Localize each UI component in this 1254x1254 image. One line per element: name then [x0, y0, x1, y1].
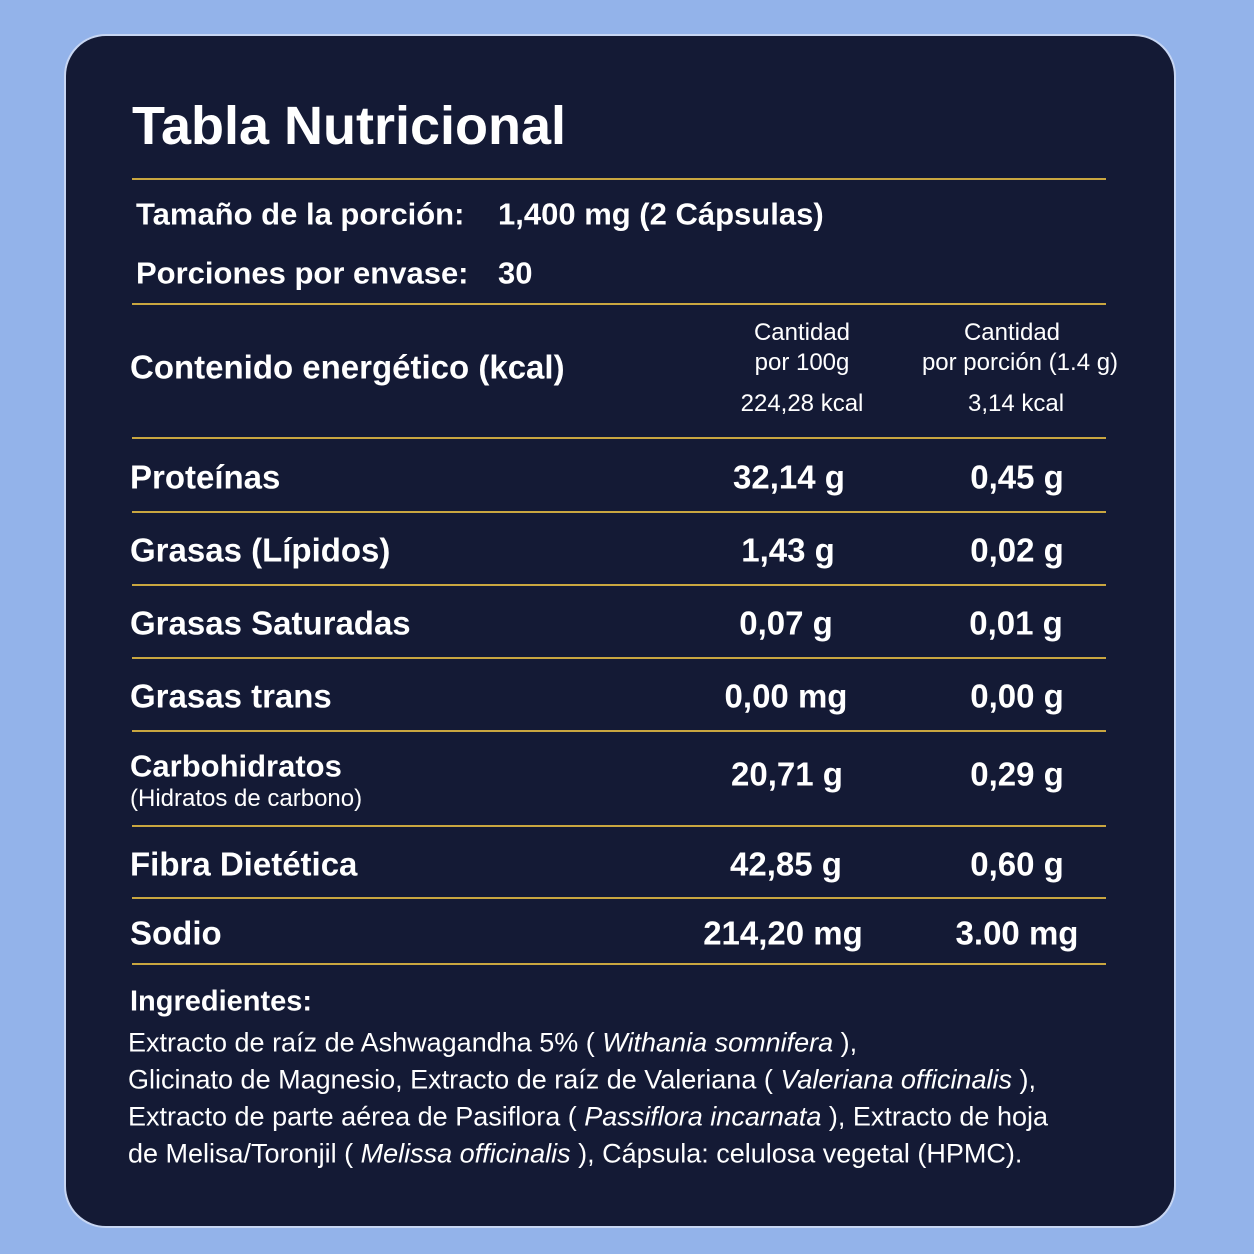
- row-value: 42,85 g: [730, 845, 842, 883]
- divider: [132, 963, 1106, 965]
- ingredients-line: de Melisa/Toronjil ( Melissa officinalis…: [128, 1138, 1023, 1169]
- row-value: 0,00 g: [970, 677, 1064, 715]
- row-value: 20,71 g: [731, 755, 843, 793]
- row-value: 0,45 g: [970, 458, 1064, 496]
- divider: [132, 437, 1106, 439]
- column-header: por 100g: [754, 349, 850, 376]
- divider: [132, 657, 1106, 659]
- row-value: 214,20 mg: [703, 914, 863, 952]
- energy-value: 224,28 kcal: [740, 390, 864, 417]
- ingredient-text: ),: [833, 1027, 858, 1058]
- energy-value: 3,14 kcal: [967, 390, 1065, 417]
- nutrition-card: Tabla Nutricional Tamaño de la porción: …: [64, 34, 1176, 1228]
- ingredient-text: Glicinato de Magnesio, Extracto de raíz …: [128, 1064, 781, 1095]
- row-label: Grasas (Lípidos): [130, 531, 391, 569]
- energy-label: Contenido energético (kcal): [130, 348, 565, 386]
- ingredient-text: Extracto de parte aérea de Pasiflora (: [128, 1101, 585, 1132]
- ingredient-text: ), Extracto de hoja: [821, 1101, 1048, 1132]
- row-value: 0,02 g: [970, 531, 1064, 569]
- column-header: por porción (1.4 g): [921, 349, 1119, 376]
- ingredient-latin: Withania somnifera: [602, 1027, 834, 1058]
- row-value: 0,01 g: [969, 604, 1063, 642]
- divider: [132, 897, 1106, 899]
- divider: [132, 730, 1106, 732]
- ingredient-text: de Melisa/Toronjil (: [128, 1138, 361, 1169]
- servings-value: 30: [498, 255, 533, 291]
- row-sublabel: (Hidratos de carbono): [130, 785, 363, 812]
- row-value: 32,14 g: [733, 458, 845, 496]
- row-label: Grasas Saturadas: [130, 604, 411, 642]
- divider: [132, 178, 1106, 180]
- row-value: 3.00 mg: [955, 914, 1079, 952]
- row-label: Fibra Dietética: [130, 845, 358, 883]
- divider: [132, 303, 1106, 305]
- ingredients-title: Ingredientes:: [130, 985, 313, 1018]
- row-value: 0,60 g: [970, 845, 1064, 883]
- ingredient-latin: Valeriana officinalis: [780, 1064, 1012, 1095]
- column-header: Cantidad: [753, 319, 851, 346]
- serving-label: Tamaño de la porción:: [136, 196, 465, 232]
- row-value: 1,43 g: [741, 531, 835, 569]
- row-label: Carbohidratos: [130, 748, 342, 784]
- ingredient-latin: Passiflora incarnata: [584, 1101, 822, 1132]
- serving-value: 1,400 mg (2 Cápsulas): [498, 196, 824, 232]
- ingredients-line: Extracto de raíz de Ashwagandha 5% ( Wit…: [128, 1027, 858, 1058]
- row-value: 0,00 mg: [724, 677, 848, 715]
- column-header: Cantidad: [963, 319, 1061, 346]
- row-label: Grasas trans: [130, 677, 332, 715]
- ingredient-text: Extracto de raíz de Ashwagandha 5% (: [128, 1027, 603, 1058]
- row-label: Proteínas: [130, 458, 281, 496]
- ingredients-line: Extracto de parte aérea de Pasiflora ( P…: [128, 1101, 1048, 1132]
- divider: [132, 511, 1106, 513]
- servings-label: Porciones por envase:: [136, 255, 469, 291]
- row-label: Sodio: [130, 914, 222, 952]
- ingredient-text: ),: [1011, 1064, 1036, 1095]
- row-value: 0,29 g: [970, 755, 1064, 793]
- title: Tabla Nutricional: [132, 96, 567, 156]
- ingredient-latin: Melissa officinalis: [360, 1138, 571, 1169]
- divider: [132, 825, 1106, 827]
- ingredients-line: Glicinato de Magnesio, Extracto de raíz …: [128, 1064, 1036, 1095]
- ingredient-text: ), Cápsula: celulosa vegetal (HPMC).: [570, 1138, 1023, 1169]
- row-value: 0,07 g: [739, 604, 833, 642]
- divider: [132, 584, 1106, 586]
